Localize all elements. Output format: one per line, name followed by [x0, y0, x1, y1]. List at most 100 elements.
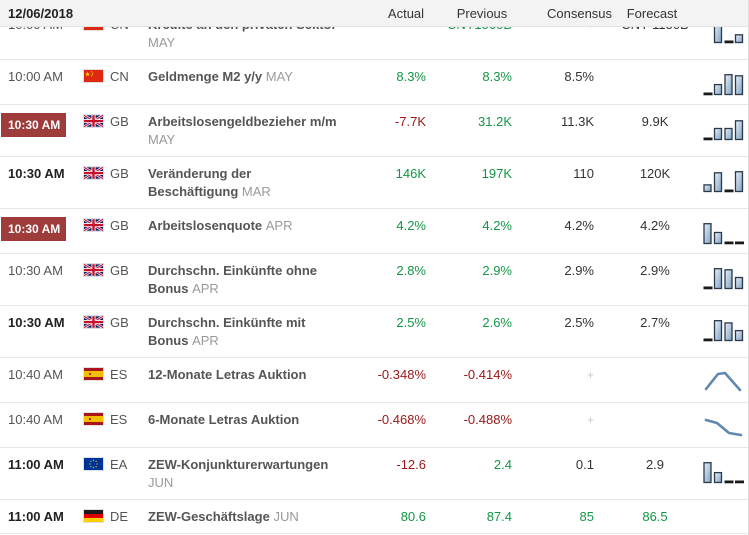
calendar-event-row[interactable]: 10:30 AM GB Arbeitslosengeldbezieher m/m…: [0, 105, 748, 157]
calendar-event-row[interactable]: 10:30 AM GB Durchschn. Einkünfte mit Bon…: [0, 306, 748, 358]
sparkline-chart-icon[interactable]: [697, 411, 748, 440]
event-time: 10:30 AM: [0, 113, 84, 149]
event-time: 10:00 AM: [8, 69, 63, 84]
consensus-value: +: [586, 368, 594, 382]
consensus-value: 85: [579, 509, 594, 524]
calendar-event-row[interactable]: 10:30 AM GB Veränderung der Beschäftigun…: [0, 157, 748, 209]
sparkline-chart-icon[interactable]: [697, 165, 748, 201]
event-name[interactable]: Veränderung der Beschäftigung MAR: [148, 166, 271, 199]
calendar-event-row[interactable]: 11:00 AM DE ZEW-Geschäftslage JUN 80.6 8…: [0, 500, 748, 534]
event-time: 10:30 AM: [8, 263, 63, 278]
sparkline-chart-icon: [697, 508, 748, 526]
event-time: 10:40 AM: [8, 367, 63, 382]
event-period: MAY: [148, 35, 176, 50]
consensus-value: 110: [573, 166, 594, 181]
flag-eu-icon: [83, 456, 110, 492]
event-name[interactable]: Durchschn. Einkünfte mit Bonus APR: [148, 315, 306, 348]
calendar-event-row[interactable]: 11:00 AM EA ZEW-Konjunkturerwartungen JU…: [0, 448, 748, 500]
flag-gb-icon: [83, 165, 110, 201]
country-code: GB: [110, 315, 129, 330]
forecast-value: 2.9%: [640, 263, 670, 278]
event-period: APR: [192, 333, 219, 348]
event-period: JUN: [148, 475, 174, 490]
sparkline-chart-icon[interactable]: [697, 314, 748, 350]
sparkline-chart-icon[interactable]: [697, 68, 748, 97]
flag-es-icon: [83, 366, 110, 395]
previous-value: 197K: [481, 166, 512, 181]
forecast-value: 2.9: [645, 457, 665, 472]
event-time: 11:00 AM: [8, 457, 64, 472]
sparkline-chart-icon[interactable]: [697, 456, 748, 492]
actual-value: -0.348%: [377, 367, 426, 382]
consensus-value: 8.5%: [564, 69, 594, 84]
calendar-event-row[interactable]: 10:30 AM GB Durchschn. Einkünfte ohne Bo…: [0, 254, 748, 306]
actual-value: 2.5%: [396, 315, 426, 330]
country-code: EA: [110, 457, 128, 472]
forecast-value: 120K: [639, 166, 671, 181]
actual-value: 80.6: [400, 509, 426, 524]
country-code: ES: [110, 367, 128, 382]
consensus-value: 0.1: [575, 457, 594, 472]
event-period: MAR: [241, 184, 271, 199]
consensus-value: 4.2%: [564, 218, 594, 233]
calendar-event-row[interactable]: 10:40 AM ES 12-Monate Letras Auktion -0.…: [0, 358, 748, 403]
sparkline-chart-icon[interactable]: [697, 113, 748, 149]
actual-value: 2.8%: [396, 263, 426, 278]
flag-de-icon: [83, 508, 110, 526]
calendar-event-row[interactable]: 10:30 AM GB Arbeitslosenquote APR 4.2% 4…: [0, 209, 748, 254]
sparkline-chart-icon[interactable]: [697, 262, 748, 298]
column-header-actual: Actual: [387, 5, 425, 21]
country-code: GB: [110, 218, 129, 233]
sparkline-chart-icon[interactable]: [697, 366, 748, 395]
previous-value: 2.6%: [482, 315, 512, 330]
event-name[interactable]: 12-Monate Letras Auktion: [148, 367, 307, 382]
calendar-date: 12/06/2018: [8, 5, 74, 21]
calendar-body: 10:00 AM CN Kredite an den privaten Sekt…: [0, 8, 748, 535]
forecast-value: 9.9K: [641, 114, 669, 129]
event-name[interactable]: Durchschn. Einkünfte ohne Bonus APR: [148, 263, 318, 296]
calendar-event-row[interactable]: 10:40 AM ES 6-Monate Letras Auktion -0.4…: [0, 403, 748, 448]
column-header-forecast: Forecast: [626, 5, 678, 21]
country-code: GB: [110, 166, 129, 181]
event-name[interactable]: Geldmenge M2 y/y MAY: [148, 69, 293, 84]
event-time: 10:30 AM: [0, 217, 84, 246]
previous-value: 87.4: [486, 509, 512, 524]
event-period: APR: [192, 281, 219, 296]
actual-value: -0.468%: [377, 412, 426, 427]
consensus-value: 11.3K: [560, 114, 594, 129]
calendar-event-row[interactable]: 10:00 AM CN Geldmenge M2 y/y MAY 8.3% 8.…: [0, 60, 748, 105]
consensus-value: 2.9%: [564, 263, 594, 278]
country-code: DE: [110, 509, 129, 524]
previous-value: 31.2K: [478, 114, 512, 129]
event-time: 11:00 AM: [8, 509, 64, 524]
actual-value: -12.6: [396, 457, 426, 472]
event-period: APR: [265, 218, 293, 233]
actual-value: 8.3%: [396, 69, 426, 84]
event-name[interactable]: 6-Monate Letras Auktion: [148, 412, 300, 427]
flag-es-icon: [83, 411, 110, 440]
event-name[interactable]: ZEW-Konjunkturerwartungen JUN: [148, 457, 329, 490]
forecast-value: 4.2%: [640, 218, 670, 233]
column-header-previous: Previous: [456, 5, 508, 21]
actual-value: -7.7K: [394, 114, 426, 129]
previous-value: 4.2%: [482, 218, 512, 233]
forecast-value: [607, 68, 697, 97]
country-code: CN: [110, 69, 129, 84]
event-period: JUN: [273, 509, 299, 524]
sparkline-chart-icon[interactable]: [697, 217, 748, 246]
event-name[interactable]: Arbeitslosengeldbezieher m/m MAY: [148, 114, 337, 147]
previous-value: 2.4: [493, 457, 512, 472]
previous-value: -0.488%: [463, 412, 512, 427]
consensus-value: +: [586, 413, 594, 427]
country-code: GB: [110, 263, 129, 278]
previous-value: 8.3%: [482, 69, 512, 84]
event-name[interactable]: ZEW-Geschäftslage JUN: [148, 509, 299, 524]
actual-value: 146K: [395, 166, 426, 181]
forecast-value: [607, 366, 697, 395]
country-code: ES: [110, 412, 128, 427]
event-period: MAY: [265, 69, 293, 84]
forecast-value: [607, 411, 697, 440]
forecast-value: 86.5: [642, 509, 668, 524]
event-name[interactable]: Arbeitslosenquote APR: [148, 218, 293, 233]
